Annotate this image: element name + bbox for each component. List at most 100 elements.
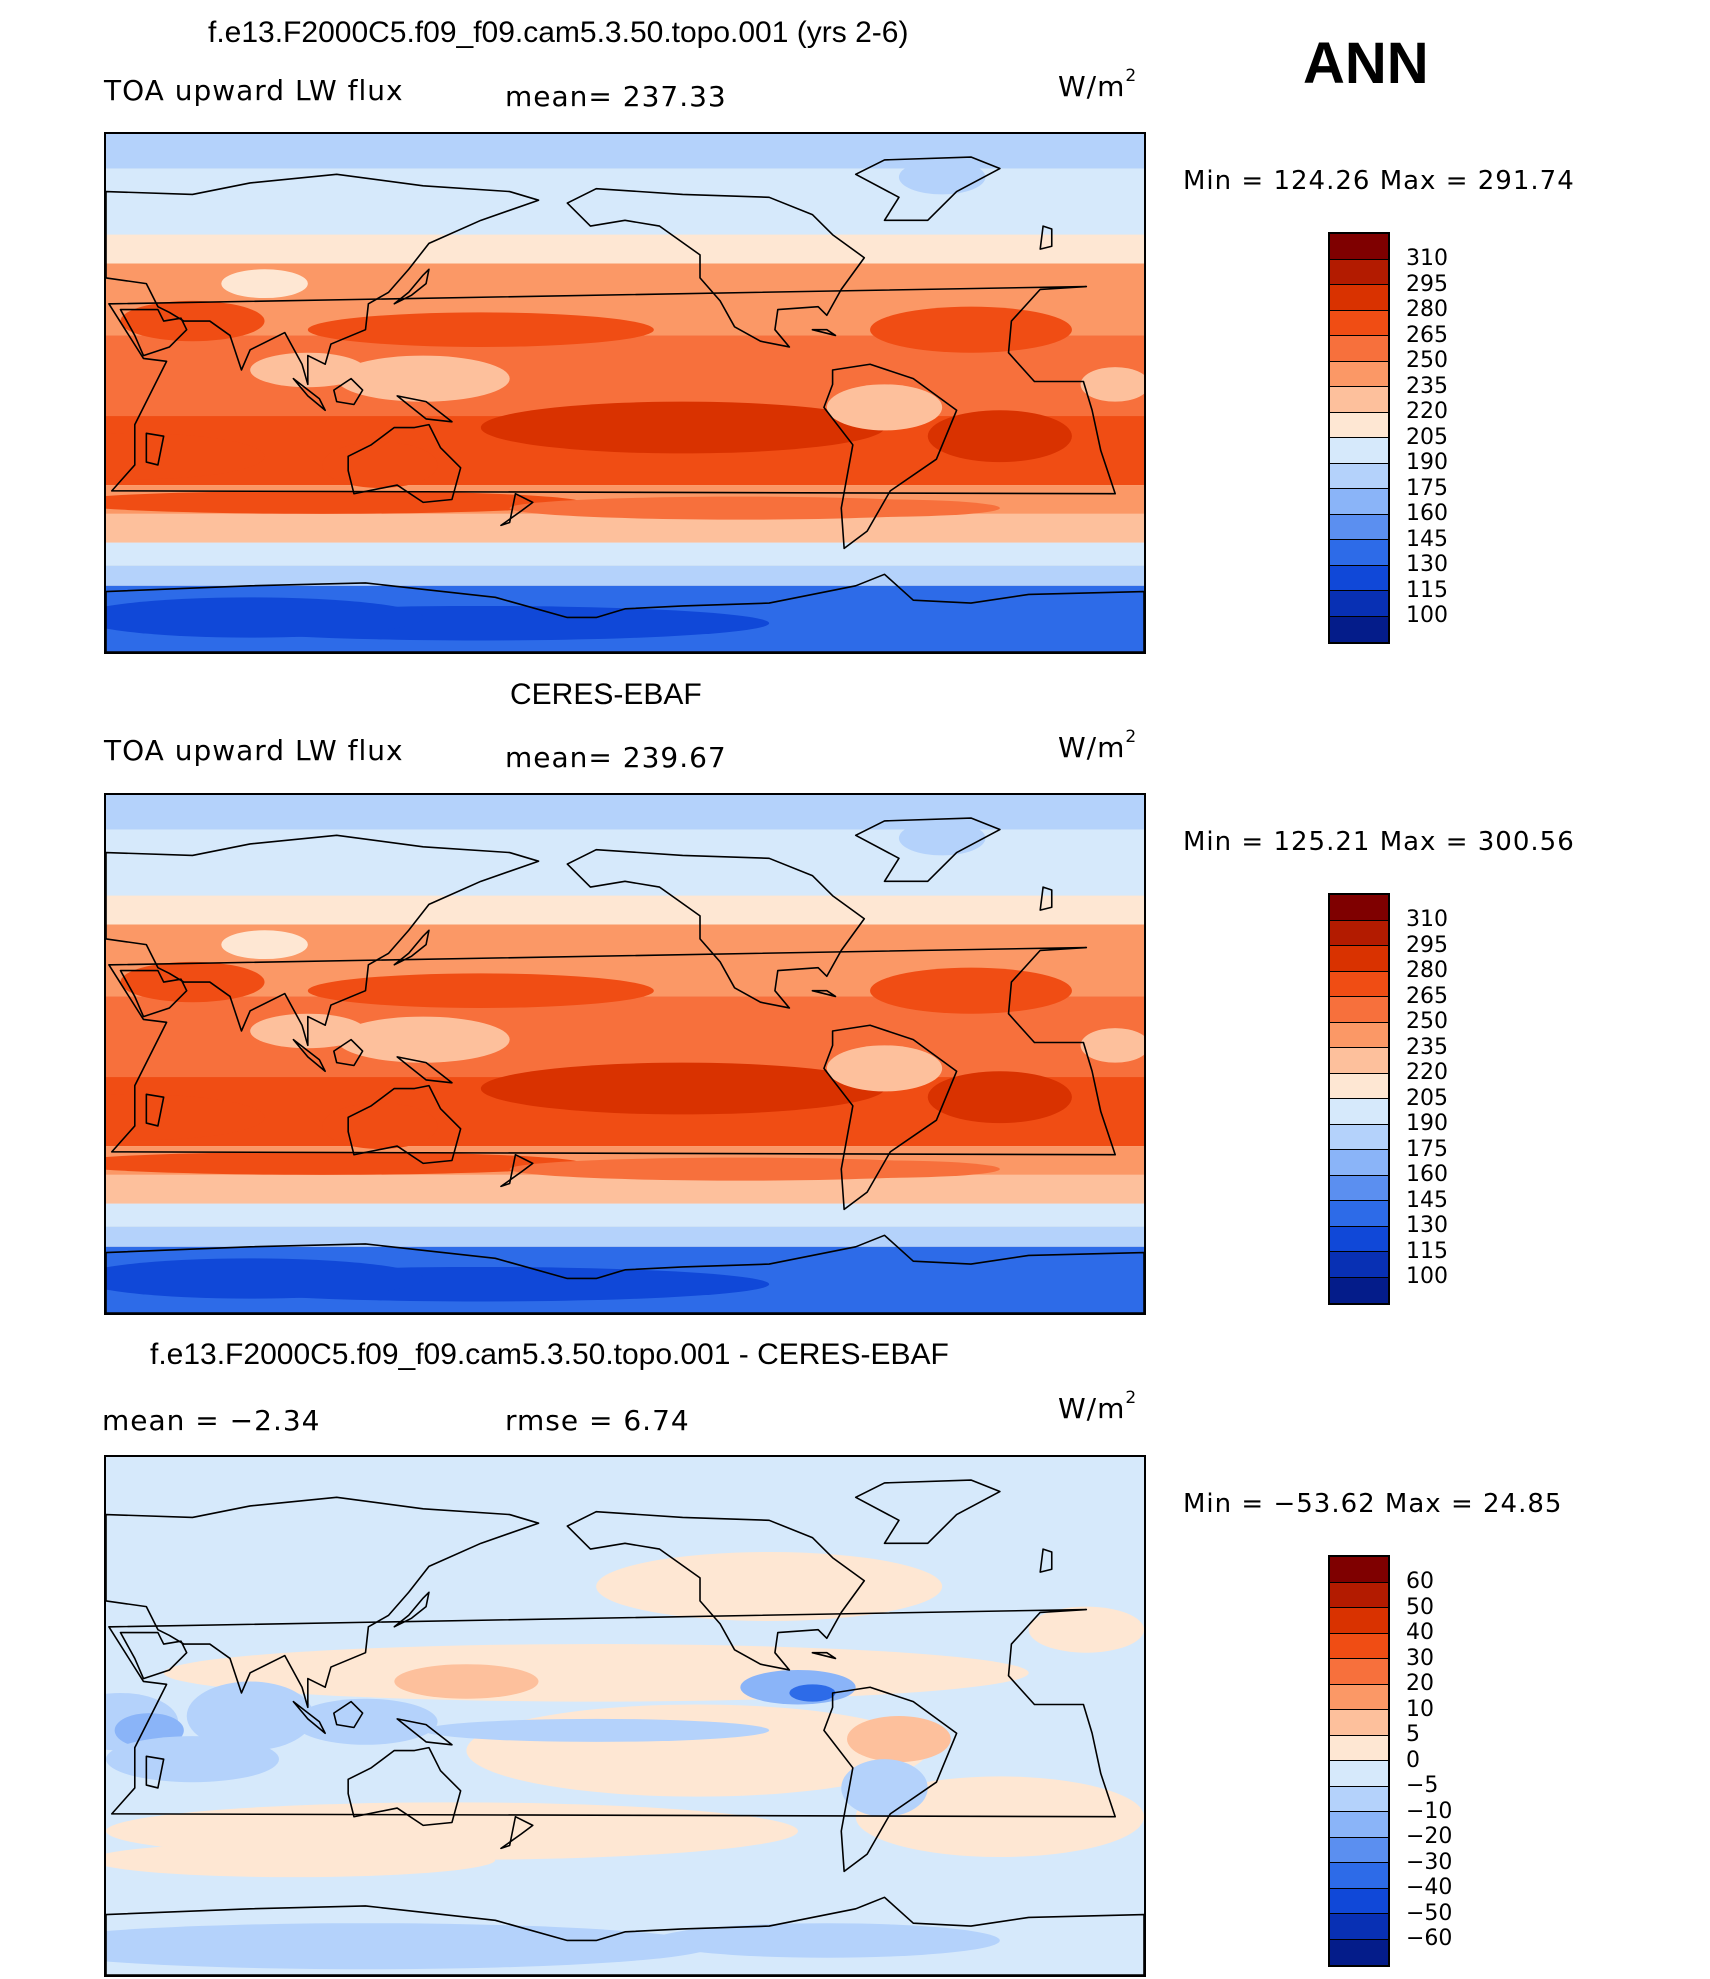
colorbar-tick-label: 220 bbox=[1406, 399, 1448, 424]
colorbar-swatch bbox=[1330, 1099, 1388, 1125]
contour-fill bbox=[394, 1664, 539, 1699]
panel-3-minmax: Min = −53.62 Max = 24.85 bbox=[1183, 1489, 1563, 1519]
panel-3-mean: mean = −2.34 bbox=[102, 1404, 321, 1437]
coastline bbox=[292, 1700, 326, 1735]
contour-fill bbox=[423, 1718, 770, 1742]
coastline bbox=[292, 377, 326, 412]
contour-fill bbox=[106, 1174, 1144, 1204]
colorbar-swatch bbox=[1330, 1710, 1388, 1736]
colorbar-swatch bbox=[1330, 1073, 1388, 1099]
colorbar-tick-label: 10 bbox=[1406, 1696, 1434, 1722]
colorbar-tick-label: 175 bbox=[1406, 475, 1448, 501]
coastline bbox=[393, 929, 430, 966]
colorbar-swatch bbox=[1330, 591, 1388, 617]
panel-2-mean: mean= 239.67 bbox=[505, 741, 727, 774]
colorbar-swatch bbox=[1330, 259, 1388, 285]
colorbar-tick-label: 5 bbox=[1406, 1722, 1420, 1747]
coastline bbox=[811, 1651, 837, 1660]
contour-fill bbox=[106, 597, 424, 638]
coastline bbox=[119, 1631, 188, 1680]
contour-fill bbox=[927, 1071, 1072, 1124]
colorbar-swatch bbox=[1330, 489, 1388, 515]
coastline bbox=[566, 848, 866, 1009]
contour-fill bbox=[336, 355, 510, 402]
contour-fill bbox=[106, 829, 1144, 896]
colorbar-swatch bbox=[1330, 1888, 1388, 1914]
coastline bbox=[119, 308, 188, 357]
panel-1-minmax: Min = 124.26 Max = 291.74 bbox=[1183, 166, 1575, 196]
colorbar-tick-label: −20 bbox=[1406, 1824, 1453, 1849]
panel-1-title: f.e13.F2000C5.f09_f09.cam5.3.50.topo.001… bbox=[208, 16, 909, 49]
colorbar-tick-label: 0 bbox=[1406, 1747, 1420, 1773]
colorbar-tick-label: 175 bbox=[1406, 1136, 1448, 1162]
coastline bbox=[823, 1024, 958, 1211]
coastline bbox=[106, 573, 1144, 652]
panel-2-units-sup: 2 bbox=[1125, 727, 1138, 747]
colorbar-tick-label: 295 bbox=[1406, 271, 1448, 297]
coastline bbox=[854, 156, 1001, 222]
panel-3-units-text: W/m bbox=[1058, 1392, 1126, 1425]
panel-3-map bbox=[104, 1455, 1146, 1977]
coastline bbox=[823, 363, 958, 550]
contour-fill bbox=[106, 1226, 1144, 1247]
contour-fill bbox=[480, 1062, 885, 1115]
coastline bbox=[333, 1700, 364, 1729]
coastline bbox=[566, 187, 866, 348]
coastline bbox=[854, 817, 1001, 883]
coastline bbox=[108, 946, 1117, 1156]
colorbar-tick-label: 310 bbox=[1406, 907, 1448, 932]
contour-fill bbox=[322, 1102, 438, 1149]
contour-fill bbox=[769, 1160, 1000, 1178]
colorbar-tick-label: 50 bbox=[1406, 1594, 1434, 1620]
panel-3-title: f.e13.F2000C5.f09_f09.cam5.3.50.topo.001… bbox=[150, 1338, 949, 1371]
contour-fill bbox=[480, 401, 885, 454]
coastline bbox=[500, 1153, 534, 1188]
colorbar-swatch bbox=[1330, 1175, 1388, 1201]
colorbar-tick-label: 130 bbox=[1406, 552, 1448, 577]
colorbar-swatch bbox=[1330, 1150, 1388, 1176]
colorbar-swatch bbox=[1330, 540, 1388, 566]
coastline bbox=[333, 1038, 364, 1067]
colorbar-swatch bbox=[1330, 1786, 1388, 1812]
colorbar-tick-label: 160 bbox=[1406, 1162, 1448, 1187]
colorbar-swatch bbox=[1330, 1608, 1388, 1634]
contour-fill bbox=[336, 1016, 510, 1063]
colorbar-tick-label: 250 bbox=[1406, 348, 1448, 373]
coastline bbox=[854, 1479, 1001, 1545]
contour-fill bbox=[826, 1045, 943, 1092]
panel-1-mean: mean= 237.33 bbox=[505, 80, 727, 113]
contour-fill bbox=[106, 234, 1144, 264]
colorbar-swatch bbox=[1330, 1557, 1388, 1583]
colorbar-swatch bbox=[1330, 234, 1388, 260]
colorbar-swatch bbox=[1330, 1761, 1388, 1787]
coastline bbox=[333, 377, 364, 406]
coastline bbox=[292, 1038, 326, 1073]
contour-fill bbox=[106, 134, 1144, 169]
contour-fill bbox=[1028, 1606, 1144, 1653]
colorbar-swatch bbox=[1330, 1226, 1388, 1252]
colorbar-swatch bbox=[1330, 1582, 1388, 1608]
colorbar-swatch bbox=[1330, 336, 1388, 362]
contour-fill bbox=[870, 967, 1072, 1014]
coastline bbox=[500, 1815, 534, 1850]
panel-3-rmse: rmse = 6.74 bbox=[505, 1404, 690, 1437]
colorbar-swatch bbox=[1330, 1048, 1388, 1074]
colorbar-swatch bbox=[1330, 1201, 1388, 1227]
colorbar-swatch bbox=[1330, 895, 1388, 921]
panel-1-colorbar bbox=[1328, 232, 1390, 644]
colorbar-tick-label: 100 bbox=[1406, 603, 1448, 628]
colorbar-swatch bbox=[1330, 1812, 1388, 1838]
coastline bbox=[566, 1510, 866, 1671]
colorbar-swatch bbox=[1330, 1684, 1388, 1710]
contour-fill bbox=[106, 1258, 424, 1299]
contour-fill bbox=[106, 1203, 1144, 1227]
contour-fill bbox=[841, 1759, 928, 1817]
colorbar-tick-label: 250 bbox=[1406, 1009, 1448, 1034]
coastline bbox=[145, 432, 165, 466]
colorbar-tick-label: 145 bbox=[1406, 526, 1448, 552]
contour-fill bbox=[307, 973, 654, 1008]
colorbar-swatch bbox=[1330, 438, 1388, 464]
contour-fill bbox=[826, 384, 943, 431]
coastline bbox=[106, 1896, 1144, 1975]
colorbar-swatch bbox=[1330, 285, 1388, 311]
